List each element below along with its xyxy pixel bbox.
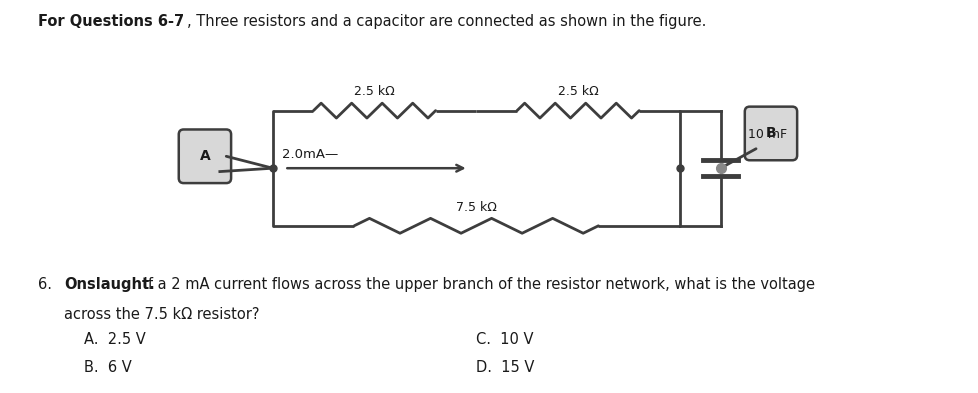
Text: Onslaught.: Onslaught. xyxy=(65,277,155,292)
Text: across the 7.5 kΩ resistor?: across the 7.5 kΩ resistor? xyxy=(65,307,259,322)
Text: 2.5 kΩ: 2.5 kΩ xyxy=(557,85,598,98)
FancyBboxPatch shape xyxy=(744,107,796,160)
Text: C.  10 V: C. 10 V xyxy=(476,332,533,347)
Text: 2.5 kΩ: 2.5 kΩ xyxy=(354,85,394,98)
Text: D.  15 V: D. 15 V xyxy=(476,360,534,375)
Text: A.  2.5 V: A. 2.5 V xyxy=(84,332,146,347)
FancyBboxPatch shape xyxy=(179,129,231,183)
Text: , Three resistors and a capacitor are connected as shown in the figure.: , Three resistors and a capacitor are co… xyxy=(187,14,705,29)
Text: 6.: 6. xyxy=(38,277,52,292)
Text: A: A xyxy=(200,149,210,163)
Text: If a 2 mA current flows across the upper branch of the resistor network, what is: If a 2 mA current flows across the upper… xyxy=(139,277,815,292)
Text: 10 mF: 10 mF xyxy=(747,128,786,141)
Text: B.  6 V: B. 6 V xyxy=(84,360,131,375)
Text: 7.5 kΩ: 7.5 kΩ xyxy=(456,201,496,214)
Text: For Questions 6-7: For Questions 6-7 xyxy=(38,14,184,29)
Text: B: B xyxy=(765,127,776,140)
Text: 2.0mA—: 2.0mA— xyxy=(283,148,338,161)
